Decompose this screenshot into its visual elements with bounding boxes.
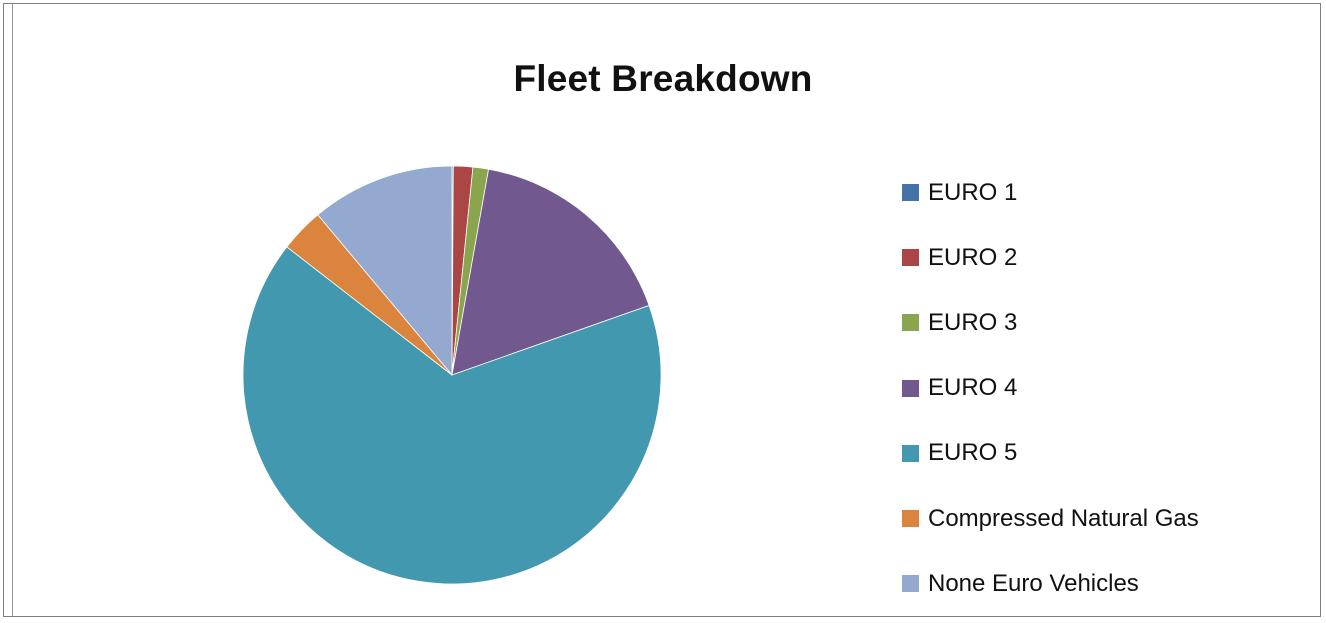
chart-legend: EURO 1 EURO 2 EURO 3 EURO 4 EURO 5 Compressed… bbox=[902, 160, 1322, 616]
legend-item-none-euro-vehicles: None Euro Vehicles bbox=[902, 551, 1322, 616]
legend-item-euro-3: EURO 3 bbox=[902, 290, 1322, 355]
legend-swatch bbox=[902, 510, 919, 528]
legend-swatch bbox=[902, 444, 919, 462]
legend-label: None Euro Vehicles bbox=[928, 569, 1139, 597]
legend-label: EURO 2 bbox=[928, 243, 1018, 271]
legend-label: EURO 4 bbox=[928, 374, 1018, 402]
legend-swatch bbox=[902, 249, 919, 267]
legend-label: EURO 5 bbox=[928, 439, 1018, 467]
legend-item-euro-5: EURO 5 bbox=[902, 421, 1322, 486]
legend-item-euro-1: EURO 1 bbox=[902, 160, 1322, 225]
legend-swatch bbox=[902, 314, 919, 332]
legend-swatch bbox=[902, 575, 919, 593]
frame-inner-border bbox=[12, 4, 13, 616]
legend-label: EURO 1 bbox=[928, 178, 1018, 206]
legend-label: Compressed Natural Gas bbox=[928, 504, 1199, 532]
legend-item-euro-4: EURO 4 bbox=[902, 356, 1322, 421]
legend-swatch bbox=[902, 184, 919, 202]
pie-slice-none-euro-vehicles bbox=[317, 165, 453, 377]
pie-slice-euro-5 bbox=[242, 246, 662, 585]
chart-frame bbox=[3, 3, 1321, 617]
chart-title: Fleet Breakdown bbox=[513, 58, 813, 99]
pie-slice-euro-4 bbox=[451, 168, 650, 376]
legend-item-euro-2: EURO 2 bbox=[902, 225, 1322, 290]
legend-swatch bbox=[902, 379, 919, 397]
legend-label: EURO 3 bbox=[928, 308, 1018, 336]
legend-item-compressed-natural-gas: Compressed Natural Gas bbox=[902, 486, 1322, 551]
